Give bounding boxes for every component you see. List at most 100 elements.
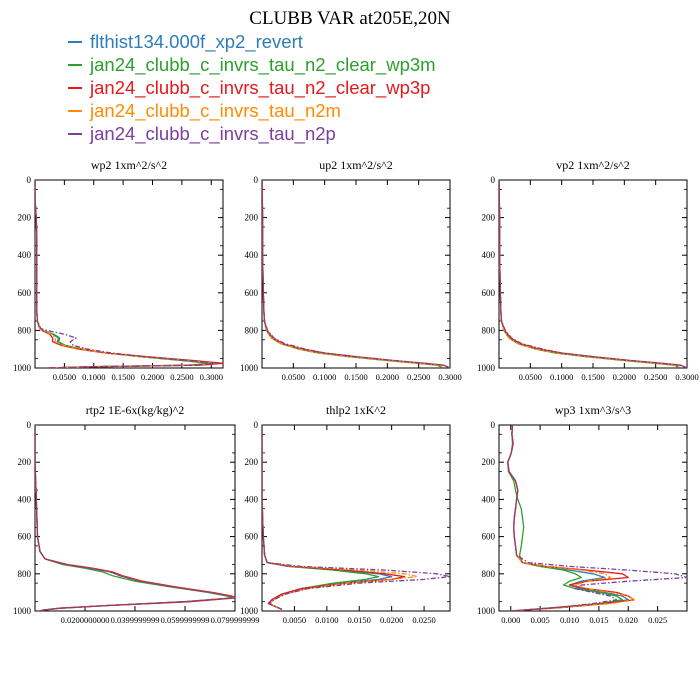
x-tick-label: 0.0500 (519, 372, 542, 382)
series-line (262, 180, 450, 368)
legend-item: jan24_clubb_c_invrs_tau_n2m (68, 99, 436, 122)
y-tick-label: 600 (18, 288, 32, 298)
x-tick-label: 0.3000 (438, 372, 461, 382)
subplot-title: vp2 1xm^2/s^2 (556, 158, 630, 172)
x-tick-label: 0.015 (589, 615, 608, 625)
y-tick-label: 0 (491, 175, 496, 185)
x-tick-label: 0.005 (531, 615, 550, 625)
x-tick-label: 0.0599999999 (161, 615, 210, 625)
x-tick-label: 0.0399999999 (111, 615, 160, 625)
series-line (262, 425, 450, 611)
y-tick-label: 0 (27, 420, 32, 430)
x-tick-label: 0.0150 (348, 615, 371, 625)
subplot-5: thlp2 1xK^2 0 200 400 600 800 1000 0.0050 0.0100… (240, 403, 451, 625)
y-tick-label: 200 (482, 457, 496, 467)
legend-item: flthist134.000f_xp2_revert (68, 30, 436, 53)
series-line (35, 180, 212, 368)
series-line (499, 180, 681, 368)
y-tick-label: 0 (491, 420, 496, 430)
legend-label: jan24_clubb_c_invrs_tau_n2p (90, 122, 336, 144)
legend-swatch (68, 40, 82, 43)
legend-label: flthist134.000f_xp2_revert (90, 30, 303, 52)
x-tick-label: 0.0100 (315, 615, 338, 625)
subplot-title: rtp2 1E-6x(kg/kg)^2 (86, 403, 185, 417)
plot-frame (498, 179, 688, 369)
x-tick-label: 0.0200 (380, 615, 403, 625)
subplot-6: wp3 1xm^3/s^3 0 200 400 600 800 1000 0.000 0.005… (477, 403, 688, 625)
series-line (507, 425, 629, 611)
plot-frame (498, 424, 688, 612)
subplot-title: up2 1xm^2/s^2 (319, 158, 393, 172)
series-line (35, 425, 234, 611)
series-group (35, 425, 235, 611)
series-group (262, 425, 450, 611)
series-group (35, 180, 223, 368)
y-tick-label: 200 (245, 213, 259, 223)
series-line (499, 180, 681, 368)
plot-frame (34, 179, 224, 369)
x-tick-label: 0.0500 (282, 372, 305, 382)
y-tick-label: 1000 (13, 363, 32, 373)
series-line (35, 180, 212, 368)
series-line (262, 425, 393, 611)
y-tick-label: 400 (18, 250, 32, 260)
x-tick-label: 0.000 (501, 615, 520, 625)
y-tick-label: 200 (18, 213, 32, 223)
x-tick-label: 0.2500 (407, 372, 430, 382)
legend-swatch (68, 63, 82, 66)
y-tick-label: 600 (482, 288, 496, 298)
subplot-title: thlp2 1xK^2 (326, 403, 386, 417)
y-tick-label: 200 (245, 457, 259, 467)
series-line (499, 180, 687, 368)
series-line (35, 425, 231, 611)
legend-item: jan24_clubb_c_invrs_tau_n2_clear_wp3p (68, 76, 436, 99)
series-line (35, 180, 218, 368)
subplot-3: vp2 1xm^2/s^2 0 200 400 600 800 1000 0.0500 0.10… (477, 158, 699, 382)
legend-item: jan24_clubb_c_invrs_tau_n2p (68, 122, 436, 145)
y-tick-label: 1000 (240, 363, 259, 373)
x-tick-label: 0.3000 (675, 372, 698, 382)
series-line (262, 180, 444, 368)
x-tick-label: 0.025 (648, 615, 667, 625)
y-tick-label: 400 (482, 494, 496, 504)
series-line (499, 180, 681, 368)
legend: flthist134.000f_xp2_revert jan24_clubb_c… (68, 30, 436, 145)
y-tick-label: 200 (18, 457, 32, 467)
y-tick-label: 400 (482, 250, 496, 260)
y-tick-label: 200 (482, 213, 496, 223)
y-tick-label: 800 (245, 325, 259, 335)
series-line (262, 180, 450, 368)
x-tick-label: 0.2000 (613, 372, 636, 382)
y-tick-label: 1000 (240, 606, 259, 616)
series-line (35, 425, 234, 611)
x-tick-label: 0.1500 (581, 372, 604, 382)
x-tick-label: 0.1500 (344, 372, 367, 382)
x-tick-label: 0.0200000000 (61, 615, 110, 625)
y-tick-label: 0 (254, 175, 259, 185)
legend-label: jan24_clubb_c_invrs_tau_n2_clear_wp3p (90, 76, 431, 98)
y-tick-label: 1000 (477, 606, 496, 616)
legend-swatch (68, 86, 82, 89)
y-tick-label: 800 (245, 569, 259, 579)
y-tick-label: 1000 (13, 606, 32, 616)
y-tick-label: 0 (254, 420, 259, 430)
x-tick-label: 0.1000 (313, 372, 336, 382)
series-line (507, 425, 635, 611)
y-tick-label: 400 (245, 494, 259, 504)
subplot-4: rtp2 1E-6x(kg/kg)^2 0 200 400 600 800 1000 0.02… (13, 403, 259, 625)
x-tick-label: 0.020 (619, 615, 638, 625)
subplot-2: up2 1xm^2/s^2 0 200 400 600 800 1000 0.0500 0.10… (240, 158, 462, 382)
series-line (507, 425, 687, 611)
y-tick-label: 600 (245, 532, 259, 542)
y-tick-label: 800 (18, 325, 32, 335)
y-tick-label: 0 (27, 175, 32, 185)
series-line (262, 180, 444, 368)
x-tick-label: 0.2500 (170, 372, 193, 382)
x-tick-label: 0.1000 (550, 372, 573, 382)
figure-title: CLUBB VAR at205E,20N (249, 8, 451, 29)
x-tick-label: 0.0250 (412, 615, 435, 625)
series-group (262, 180, 450, 368)
y-tick-label: 800 (482, 569, 496, 579)
